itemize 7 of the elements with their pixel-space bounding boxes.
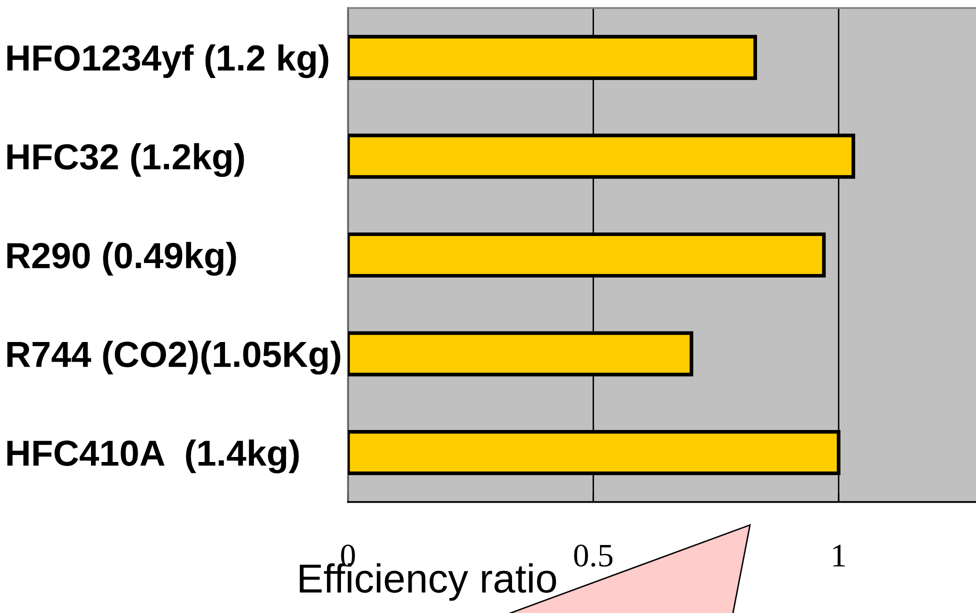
y-tick-label: HFC32 (1.2kg) (7, 143, 244, 177)
y-tick-label: HFO1234yf (1.2 kg) (7, 44, 328, 78)
x-tick-label: 1 (833, 544, 845, 566)
y-tick-label: R290 (0.49kg) (7, 242, 236, 276)
x-tick-label: 0.5 (574, 544, 612, 567)
y-tick-label: HFC410A (1.4kg) (7, 440, 299, 474)
y-tick-label: R744 (CO2)(1.05Kg) (7, 340, 340, 375)
